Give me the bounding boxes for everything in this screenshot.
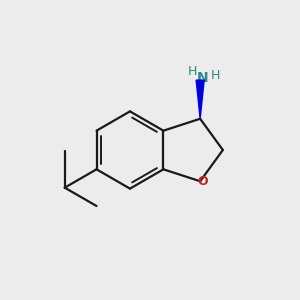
Text: H: H	[210, 69, 220, 82]
Polygon shape	[196, 80, 204, 119]
Text: H: H	[188, 65, 197, 78]
Text: O: O	[198, 175, 208, 188]
Text: N: N	[197, 71, 209, 85]
